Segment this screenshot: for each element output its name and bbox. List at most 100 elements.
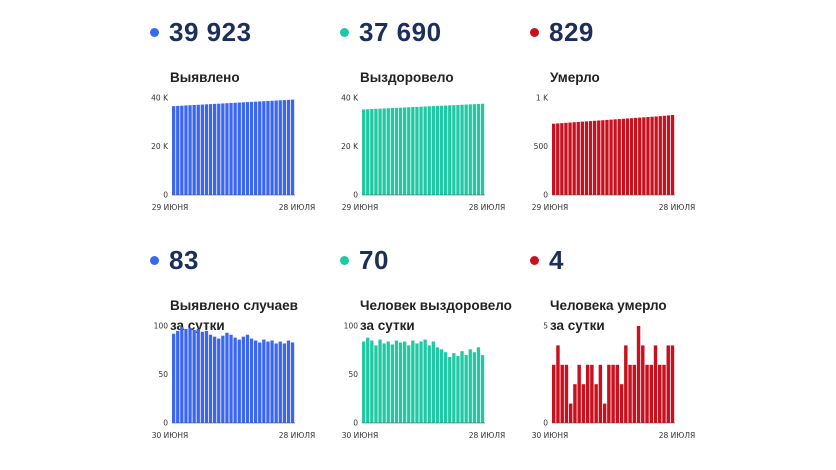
- bar: [439, 105, 444, 195]
- y-tick-label: 0: [353, 419, 358, 428]
- bar: [394, 340, 399, 423]
- bar: [460, 351, 464, 423]
- bar: [431, 341, 435, 423]
- bar: [584, 121, 589, 195]
- confirmed-daily-label-line-1: Выявлено случаев: [170, 298, 298, 313]
- bar: [208, 104, 213, 195]
- bar: [568, 403, 573, 423]
- bar: [217, 338, 221, 423]
- bar: [274, 100, 278, 195]
- bar: [208, 334, 213, 423]
- bar: [638, 117, 642, 195]
- bar: [628, 364, 632, 423]
- bar: [188, 105, 192, 195]
- y-tick-label: 20 K: [151, 142, 169, 151]
- bar: [472, 104, 476, 195]
- bar: [176, 330, 180, 423]
- bar: [460, 104, 464, 195]
- bar: [439, 349, 444, 423]
- bar: [229, 103, 233, 195]
- bar: [282, 343, 286, 423]
- bar: [274, 343, 278, 423]
- bar: [588, 121, 593, 195]
- bar: [398, 342, 403, 423]
- bar: [390, 108, 394, 195]
- bar: [609, 119, 613, 195]
- recovered-daily-chart: 0 50 100 30 ИЮНЯ 28 ИЮЛЯ: [342, 322, 506, 441]
- bar: [419, 106, 423, 195]
- bar: [394, 107, 399, 195]
- bar: [196, 328, 200, 423]
- bar: [464, 104, 468, 195]
- bar: [662, 364, 666, 423]
- bar: [415, 106, 419, 195]
- bar: [221, 335, 225, 423]
- y-tick-label: 50: [158, 370, 168, 379]
- bar: [594, 384, 598, 423]
- bar: [411, 107, 415, 195]
- bar: [568, 122, 572, 195]
- x-tick-label: 28 ИЮЛЯ: [279, 431, 316, 440]
- bar: [229, 334, 233, 423]
- bar: [576, 121, 580, 195]
- confirmed-daily-dot: [150, 255, 159, 265]
- bar: [370, 340, 374, 423]
- bar: [625, 118, 630, 195]
- bar: [370, 109, 374, 195]
- bar: [560, 123, 564, 195]
- bar: [560, 364, 564, 423]
- recovered-total-chart: 0 20 K 40 K 29 ИЮНЯ 28 ИЮЛЯ: [341, 94, 506, 213]
- bar: [431, 106, 435, 195]
- bar: [407, 107, 411, 195]
- bar: [225, 332, 229, 423]
- bar: [184, 105, 188, 195]
- bar: [617, 119, 621, 195]
- bar: [270, 340, 274, 423]
- x-tick-label: 28 ИЮЛЯ: [659, 431, 696, 440]
- deaths-total-dot: [530, 27, 539, 37]
- bar: [564, 122, 568, 195]
- confirmed-daily-chart: 0 50 100 30 ИЮНЯ 28 ИЮЛЯ: [152, 322, 316, 441]
- bar: [172, 333, 176, 423]
- y-tick-label: 20 K: [341, 142, 359, 151]
- bar: [670, 114, 675, 195]
- bar: [593, 120, 597, 195]
- bar: [258, 342, 262, 423]
- bar: [658, 116, 662, 195]
- bar: [456, 356, 460, 423]
- bar: [646, 117, 650, 195]
- bar: [233, 337, 237, 423]
- x-tick-label: 28 ИЮЛЯ: [469, 203, 506, 212]
- bar: [621, 118, 625, 195]
- bar: [184, 328, 188, 423]
- bar: [403, 341, 407, 423]
- bar: [423, 339, 427, 423]
- bar: [382, 343, 386, 423]
- y-tick-label: 0: [353, 191, 358, 200]
- bar: [278, 100, 282, 195]
- bar: [636, 326, 641, 423]
- bar: [266, 341, 270, 423]
- bar: [641, 345, 645, 423]
- bar: [666, 115, 671, 195]
- recovered-total-dot: [340, 27, 349, 37]
- bar: [572, 122, 576, 195]
- bar: [564, 364, 569, 423]
- confirmed-total-chart: 0 20 K 40 K 29 ИЮНЯ 28 ИЮЛЯ: [151, 94, 316, 213]
- bar: [456, 104, 460, 195]
- bar: [362, 341, 366, 423]
- recovered-daily-value: 70: [359, 244, 389, 275]
- bar: [611, 364, 615, 423]
- bar: [419, 341, 423, 423]
- bar: [577, 364, 581, 423]
- bar: [176, 105, 180, 195]
- bar: [607, 364, 611, 423]
- deaths-daily-label-line-1: Человека умерло: [550, 298, 667, 313]
- bar: [585, 364, 590, 423]
- bar: [245, 102, 250, 195]
- x-tick-label: 28 ИЮЛЯ: [279, 203, 316, 212]
- bar: [624, 345, 628, 423]
- bar: [282, 100, 286, 195]
- confirmed-total-value: 39 923: [169, 16, 252, 47]
- bar: [225, 103, 229, 195]
